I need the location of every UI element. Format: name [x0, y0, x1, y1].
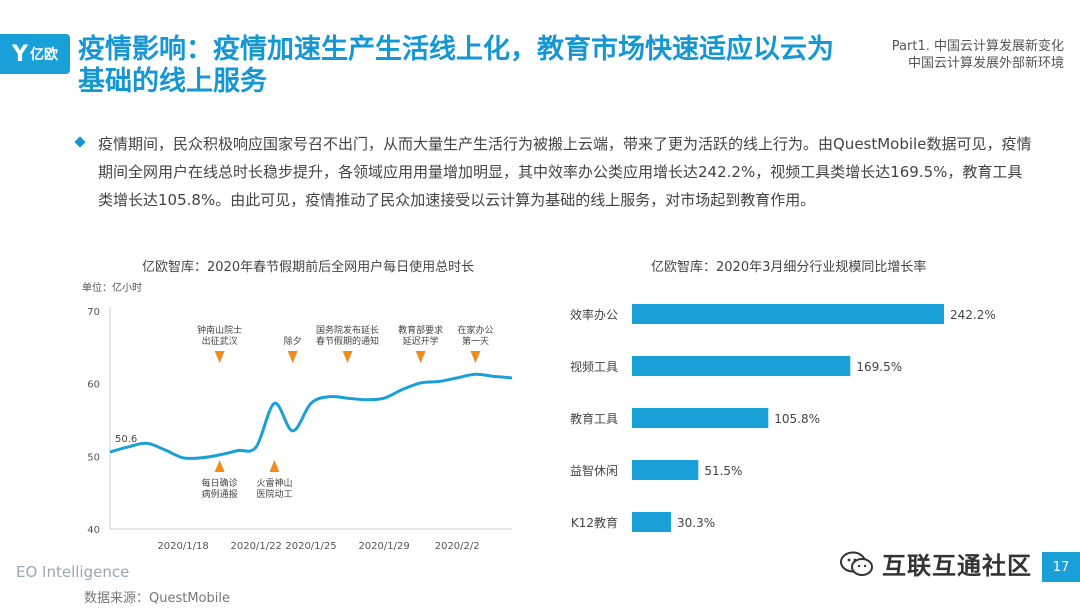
event-marker-down — [287, 351, 298, 363]
bullet-diamond-icon — [74, 136, 86, 148]
bar — [632, 304, 944, 324]
y-tick-label: 40 — [87, 525, 100, 536]
bar-value-label: 242.2% — [950, 308, 996, 322]
data-source: 数据来源：QuestMobile — [84, 591, 230, 606]
bar-category-label: 效率办公 — [570, 307, 618, 322]
bar-value-label: 105.8% — [774, 412, 820, 426]
event-marker-down — [214, 351, 225, 363]
bar-value-label: 30.3% — [677, 516, 715, 530]
x-tick-label: 2020/1/25 — [285, 541, 336, 552]
page-title: 疫情影响：疫情加速生产生活线上化，教育市场快速适应以云为基础的线上服务 — [78, 34, 834, 97]
x-tick-label: 2020/1/18 — [157, 541, 208, 552]
chat-bubbles-icon — [840, 551, 873, 576]
event-annotation-text: 出征武汉 — [202, 335, 238, 347]
bar-chart-title: 亿欧智库：2020年3月细分行业规模同比增长率 — [651, 260, 927, 275]
y-tick-label: 60 — [87, 380, 100, 391]
event-annotation-text: 火雷神山 — [256, 477, 292, 489]
bar-value-label: 169.5% — [856, 360, 902, 374]
y-tick-label: 70 — [87, 307, 100, 318]
event-marker-down — [342, 351, 353, 363]
event-marker-down — [470, 351, 481, 363]
summary-paragraph: 疫情期间，民众积极响应国家号召不出门，从而大量生产生活行为被搬上云端，带来了更为… — [98, 135, 1032, 209]
page-number: 17 — [1042, 552, 1080, 582]
bar-category-label: K12教育 — [571, 515, 618, 530]
section-label-line2: 中国云计算发展外部新环境 — [907, 56, 1064, 71]
bar — [632, 356, 851, 376]
logo-mark-icon: Y — [12, 41, 28, 67]
event-annotation-text: 第一天 — [462, 335, 489, 347]
x-tick-label: 2020/1/29 — [358, 541, 409, 552]
summary-block: 疫情期间，民众积极响应国家号召不出门，从而大量生产生活行为被搬上云端，带来了更为… — [74, 130, 1036, 214]
event-annotation-text: 每日确诊 — [202, 477, 238, 489]
event-annotation-text: 病例通报 — [202, 488, 238, 500]
section-label: Part1. 中国云计算发展新变化 中国云计算发展外部新环境 — [892, 38, 1064, 72]
event-annotation-text: 延迟开学 — [403, 335, 439, 347]
bar — [632, 408, 769, 428]
y-tick-label: 50 — [87, 452, 100, 463]
event-annotation-text: 除夕 — [284, 335, 302, 347]
logo: Y 亿欧 — [0, 34, 70, 74]
event-marker-up — [214, 460, 225, 472]
event-annotation-text: 在家办公 — [457, 324, 493, 336]
event-annotation-text: 教育部要求 — [398, 324, 443, 336]
event-annotation-text: 国务院发布延长 — [316, 324, 379, 336]
event-annotation-text: 春节假期的通知 — [316, 335, 379, 347]
bar — [632, 460, 699, 480]
bar-category-label: 益智休闲 — [570, 463, 618, 478]
event-annotation-text: 医院动工 — [256, 488, 292, 500]
watermark: 互联互通社区 — [840, 546, 1032, 581]
bar-category-label: 视频工具 — [570, 359, 618, 374]
watermark-text: 互联互通社区 — [882, 552, 1032, 580]
bar — [632, 512, 671, 532]
series-line — [109, 372, 513, 461]
event-marker-up — [269, 460, 280, 472]
x-tick-label: 2020/2/2 — [435, 541, 480, 552]
event-marker-down — [415, 351, 426, 363]
bar-value-label: 51.5% — [704, 464, 742, 478]
logo-text: 亿欧 — [29, 47, 58, 63]
section-label-line1: Part1. 中国云计算发展新变化 — [891, 39, 1064, 54]
data-label: 50.6 — [115, 434, 137, 445]
line-chart-title: 亿欧智库：2020年春节假期前后全网用户每日使用总时长 — [142, 260, 475, 275]
bar-chart: 效率办公 242.2% 视频工具 169.5% 教育工具 105.8% 益智休闲 51.5% K… — [570, 304, 996, 532]
event-annotation-text: 钟南山院士 — [197, 324, 242, 336]
footer-brand: EO Intelligence — [16, 563, 130, 581]
y-axis-unit-label: 单位：亿小时 — [82, 281, 142, 294]
bar-category-label: 教育工具 — [570, 411, 618, 426]
x-tick-label: 2020/1/22 — [231, 541, 282, 552]
